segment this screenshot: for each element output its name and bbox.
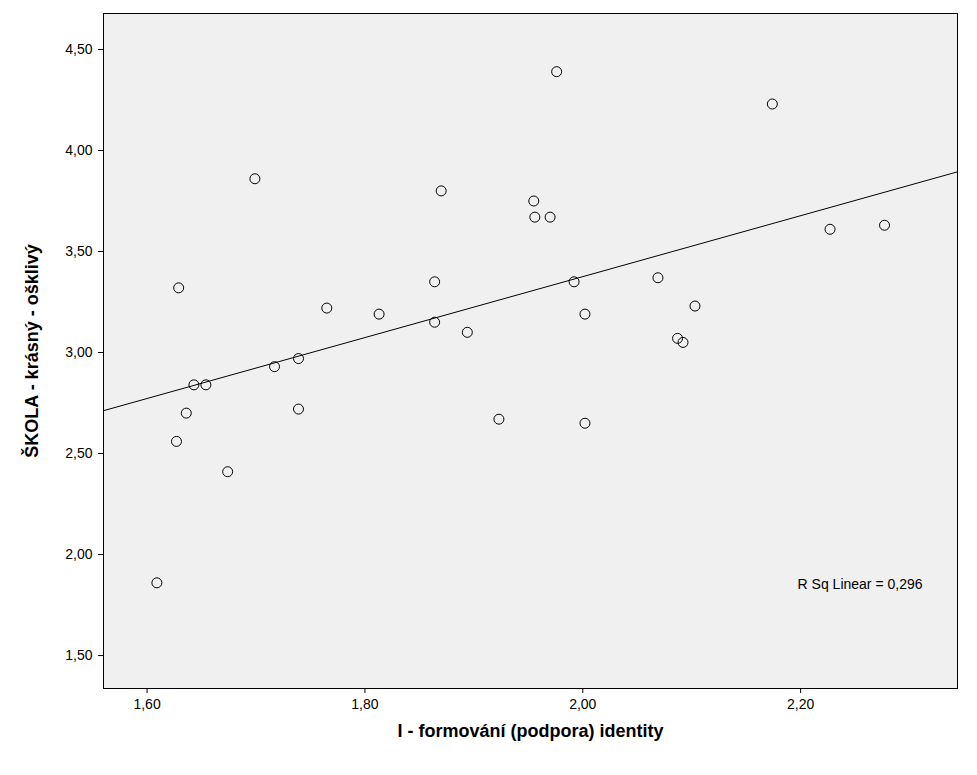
svg-text:3,50: 3,50 xyxy=(65,243,92,259)
svg-text:1,80: 1,80 xyxy=(351,696,378,712)
svg-text:2,50: 2,50 xyxy=(65,445,92,461)
svg-text:4,50: 4,50 xyxy=(65,41,92,57)
svg-text:3,00: 3,00 xyxy=(65,344,92,360)
svg-text:1,60: 1,60 xyxy=(133,696,160,712)
svg-text:R Sq Linear = 0,296: R Sq Linear = 0,296 xyxy=(798,576,923,592)
svg-text:2,20: 2,20 xyxy=(787,696,814,712)
svg-text:1,50: 1,50 xyxy=(65,647,92,663)
svg-text:4,00: 4,00 xyxy=(65,142,92,158)
svg-text:I - formování (podpora) identi: I - formování (podpora) identity xyxy=(398,721,664,741)
svg-text:2,00: 2,00 xyxy=(569,696,596,712)
svg-text:ŠKOLA - krásný - ošklivý: ŠKOLA - krásný - ošklivý xyxy=(21,244,42,457)
svg-text:2,00: 2,00 xyxy=(65,546,92,562)
